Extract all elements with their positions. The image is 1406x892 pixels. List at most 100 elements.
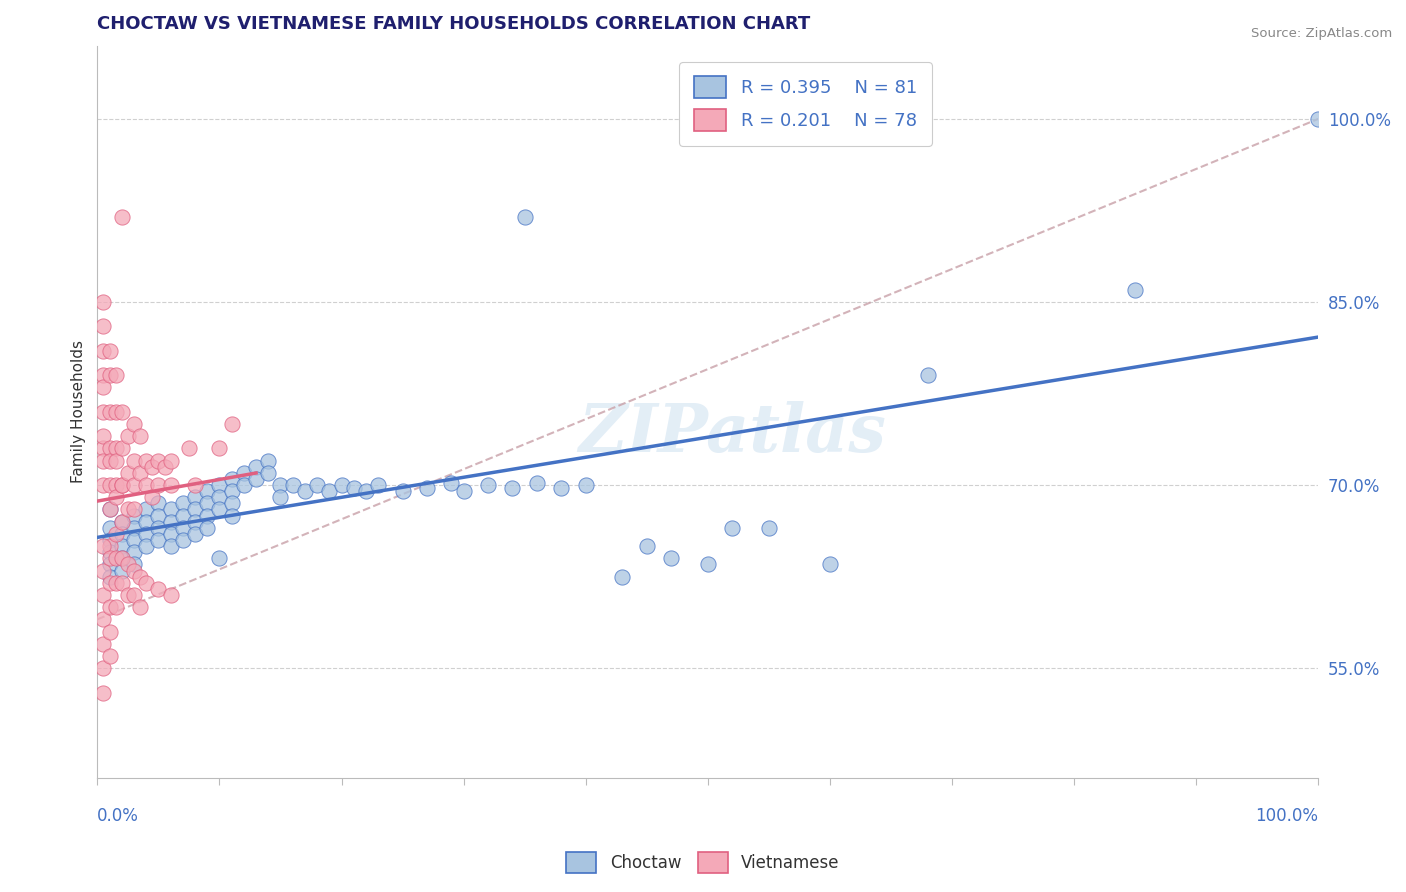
Point xyxy=(453,484,475,499)
Point xyxy=(1123,283,1146,297)
Point xyxy=(122,533,145,547)
Point xyxy=(104,368,127,383)
Point xyxy=(208,490,231,504)
Point xyxy=(221,472,243,486)
Point xyxy=(636,539,658,553)
Point xyxy=(117,466,139,480)
Point xyxy=(141,490,163,504)
Text: ZIPatlas: ZIPatlas xyxy=(578,401,886,467)
Point xyxy=(416,481,439,495)
Point xyxy=(111,527,134,541)
Point xyxy=(221,417,243,431)
Point xyxy=(122,502,145,516)
Point xyxy=(184,502,207,516)
Text: 0.0%: 0.0% xyxy=(97,807,139,825)
Point xyxy=(172,533,194,547)
Point xyxy=(195,521,218,535)
Y-axis label: Family Households: Family Households xyxy=(72,341,86,483)
Point xyxy=(184,490,207,504)
Point xyxy=(245,472,267,486)
Point xyxy=(232,478,254,492)
Point xyxy=(477,478,499,492)
Point xyxy=(93,539,115,553)
Point xyxy=(184,527,207,541)
Point xyxy=(575,478,598,492)
Point xyxy=(104,551,127,566)
Point xyxy=(111,575,134,590)
Point xyxy=(111,515,134,529)
Point xyxy=(98,569,121,583)
Point xyxy=(129,600,152,615)
Point xyxy=(117,588,139,602)
Legend: Choctaw, Vietnamese: Choctaw, Vietnamese xyxy=(560,846,846,880)
Point xyxy=(93,453,115,467)
Point xyxy=(184,478,207,492)
Text: 100.0%: 100.0% xyxy=(1256,807,1319,825)
Point xyxy=(111,210,134,224)
Point xyxy=(117,429,139,443)
Point xyxy=(98,343,121,358)
Point xyxy=(93,343,115,358)
Point xyxy=(104,405,127,419)
Point xyxy=(135,539,157,553)
Point xyxy=(104,490,127,504)
Point xyxy=(184,515,207,529)
Point xyxy=(104,575,127,590)
Point xyxy=(98,368,121,383)
Text: CHOCTAW VS VIETNAMESE FAMILY HOUSEHOLDS CORRELATION CHART: CHOCTAW VS VIETNAMESE FAMILY HOUSEHOLDS … xyxy=(97,15,811,33)
Point xyxy=(122,588,145,602)
Point xyxy=(122,478,145,492)
Point xyxy=(98,624,121,639)
Point xyxy=(129,466,152,480)
Point xyxy=(281,478,304,492)
Point xyxy=(159,527,181,541)
Point xyxy=(513,210,536,224)
Point xyxy=(104,600,127,615)
Point xyxy=(111,564,134,578)
Point xyxy=(111,539,134,553)
Point xyxy=(122,453,145,467)
Point xyxy=(93,685,115,699)
Point xyxy=(122,558,145,572)
Point xyxy=(245,459,267,474)
Point xyxy=(208,478,231,492)
Point xyxy=(122,564,145,578)
Text: Source: ZipAtlas.com: Source: ZipAtlas.com xyxy=(1251,27,1392,40)
Point xyxy=(221,508,243,523)
Point xyxy=(111,478,134,492)
Point xyxy=(104,527,127,541)
Point xyxy=(135,478,157,492)
Point xyxy=(135,527,157,541)
Point xyxy=(354,484,377,499)
Point xyxy=(93,429,115,443)
Point xyxy=(501,481,523,495)
Point xyxy=(159,478,181,492)
Point xyxy=(141,459,163,474)
Point xyxy=(111,442,134,456)
Point xyxy=(148,533,170,547)
Point xyxy=(172,521,194,535)
Point xyxy=(111,551,134,566)
Point xyxy=(153,459,176,474)
Point xyxy=(104,442,127,456)
Point xyxy=(148,453,170,467)
Point xyxy=(148,496,170,510)
Point xyxy=(122,545,145,559)
Point xyxy=(208,551,231,566)
Point xyxy=(93,661,115,675)
Point xyxy=(195,508,218,523)
Point xyxy=(1308,112,1330,126)
Point xyxy=(758,521,780,535)
Point xyxy=(122,521,145,535)
Point xyxy=(159,515,181,529)
Point xyxy=(208,442,231,456)
Point xyxy=(111,551,134,566)
Point xyxy=(93,478,115,492)
Point xyxy=(93,380,115,394)
Point xyxy=(195,496,218,510)
Point xyxy=(98,533,121,547)
Point xyxy=(98,600,121,615)
Point xyxy=(98,648,121,663)
Point xyxy=(98,575,121,590)
Point xyxy=(93,564,115,578)
